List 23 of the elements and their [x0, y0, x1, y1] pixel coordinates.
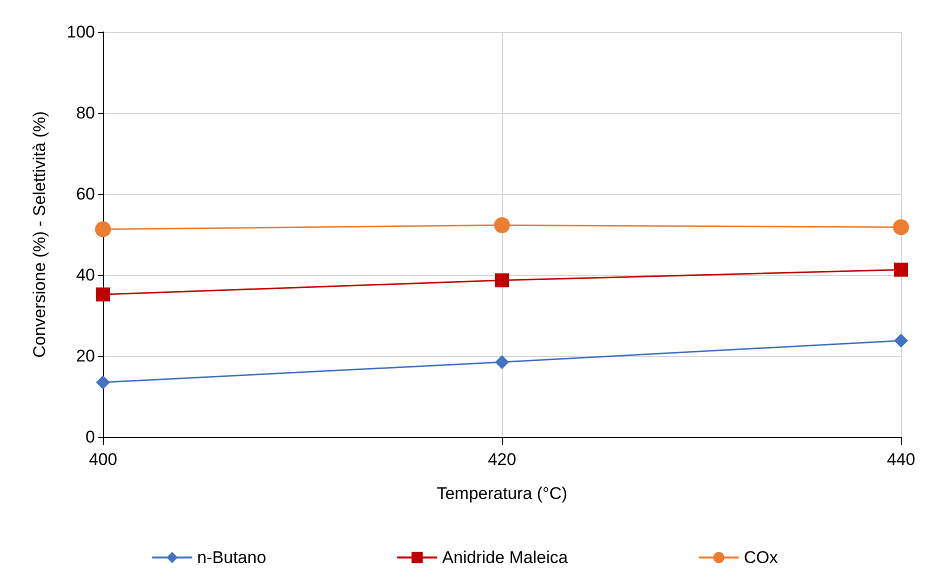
point — [495, 355, 509, 370]
y-tick-label: 0 — [86, 428, 95, 446]
legend-label: COx — [744, 548, 778, 567]
legend-label: n-Butano — [197, 548, 266, 567]
point — [95, 221, 111, 238]
y-tick-label: 100 — [66, 22, 95, 42]
point — [894, 262, 908, 277]
point — [894, 334, 908, 348]
y-tick-label: 40 — [76, 266, 95, 284]
point — [495, 273, 509, 288]
y-axis-title: Conversione (%) - Selettività (%) — [30, 111, 49, 358]
legend-label: Anidride Maleica — [442, 548, 568, 567]
x-axis-title: Temperatura (°C) — [436, 484, 568, 503]
point — [96, 375, 110, 390]
x-tick-label: 440 — [886, 450, 916, 469]
y-tick-label: 20 — [76, 346, 95, 366]
x-tick-label: 400 — [88, 450, 118, 469]
x-tick-label: 420 — [488, 450, 516, 469]
point — [96, 287, 110, 302]
y-tick-label: 60 — [76, 184, 95, 204]
point — [893, 219, 909, 236]
y-tick-label: 80 — [76, 104, 95, 122]
point — [494, 217, 510, 234]
